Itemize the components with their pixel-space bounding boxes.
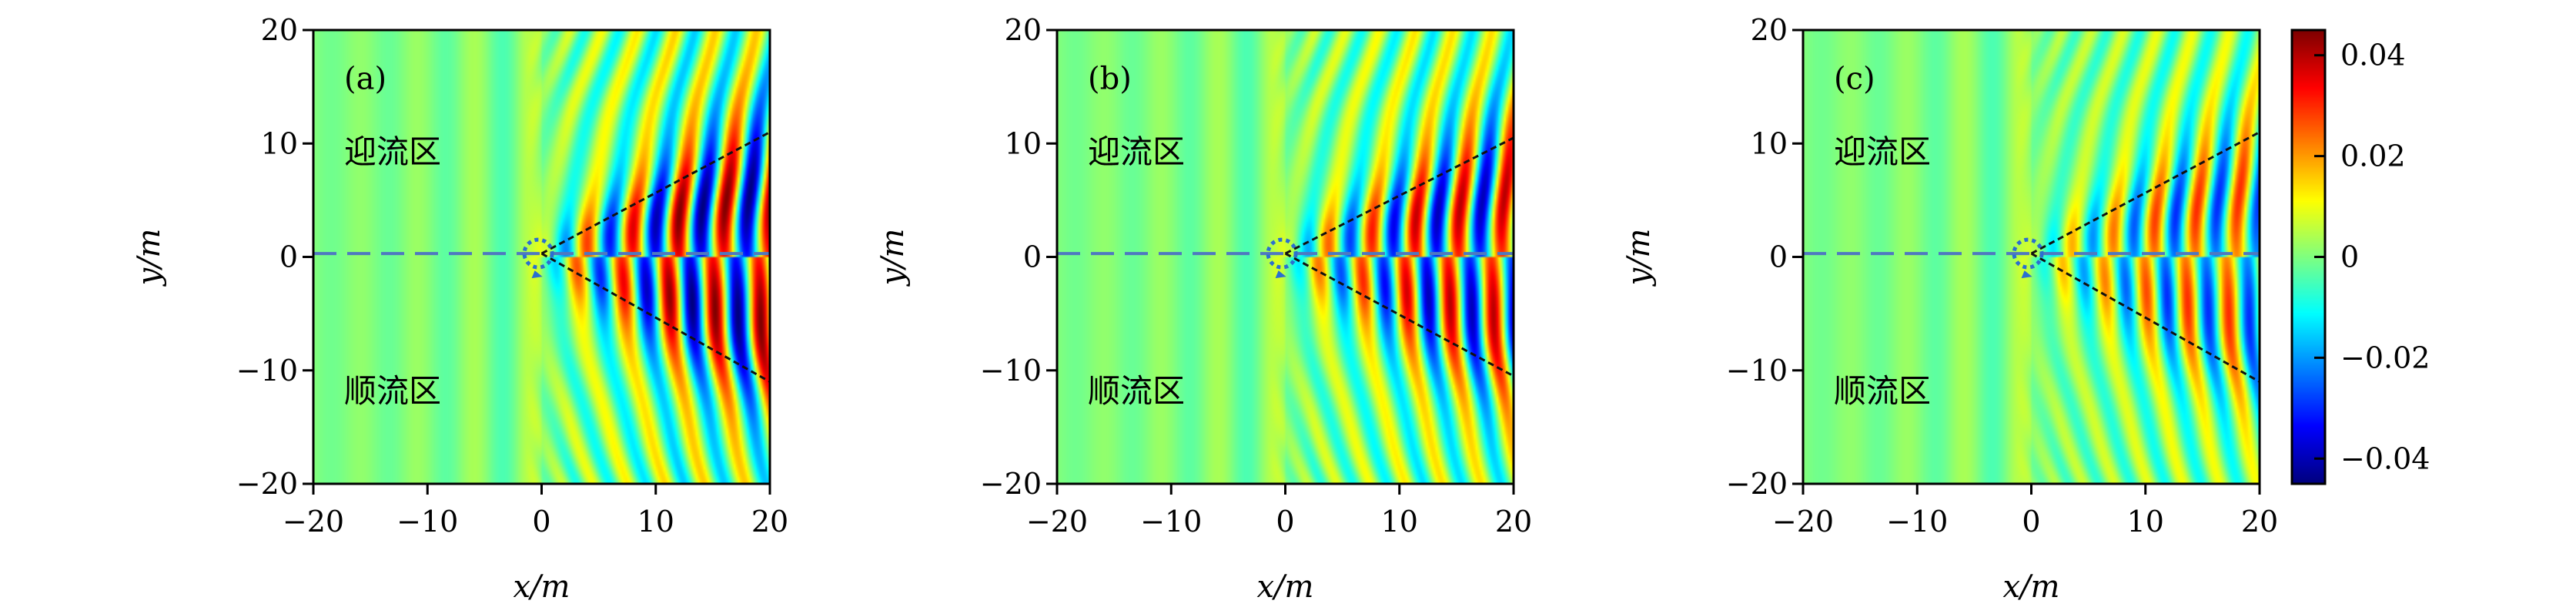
- upstream-region-label: 迎流区: [1088, 133, 1185, 170]
- source-circle-icon: [2012, 237, 2044, 270]
- kelvin-wedge-upper-line: [540, 131, 771, 255]
- panel-label: (a): [344, 62, 386, 97]
- y-tick-label: 10: [1751, 126, 1788, 160]
- source-circle-icon: [522, 237, 554, 270]
- y-tick-label: 0: [279, 240, 298, 274]
- downstream-region-label: 顺流区: [344, 372, 441, 410]
- y-tick-label: 20: [1005, 13, 1042, 47]
- x-axis-label: x/m: [1257, 569, 1314, 605]
- x-tick-label: −20: [283, 505, 344, 539]
- downstream-region-label: 顺流区: [1088, 372, 1185, 410]
- plot-frame: [1802, 29, 2261, 485]
- source-circle-icon: [1266, 237, 1298, 270]
- upstream-region-label: 迎流区: [1834, 133, 1931, 170]
- downstream-region-label: 顺流区: [1834, 372, 1931, 410]
- x-tick-label: 0: [1276, 505, 1294, 539]
- colorbar-tick-label: 0: [2340, 240, 2359, 274]
- x-tick-label: −10: [396, 505, 458, 539]
- x-tick-label: 0: [2022, 505, 2040, 539]
- y-tick-label: −10: [1726, 354, 1788, 388]
- wave-field-heatmap-0: [313, 30, 770, 484]
- y-tick-label: 10: [261, 126, 298, 160]
- kelvin-wedge-upper-line: [1284, 136, 1514, 255]
- y-axis-label: y/m: [1621, 228, 1657, 287]
- y-axis-label: y/m: [875, 228, 911, 287]
- y-tick-label: 20: [1751, 13, 1788, 47]
- y-tick-label: −10: [236, 354, 298, 388]
- colorbar-tick-label: 0.02: [2340, 139, 2406, 173]
- y-tick-label: −10: [980, 354, 1042, 388]
- x-tick-label: 0: [532, 505, 550, 539]
- y-tick-label: −20: [980, 467, 1042, 501]
- plot-frame: [312, 29, 771, 485]
- y-tick-label: 20: [261, 13, 298, 47]
- x-tick-label: 10: [1381, 505, 1418, 539]
- x-tick-label: 20: [2241, 505, 2278, 539]
- source-arrow-icon: [1275, 270, 1286, 279]
- x-axis-label: x/m: [2003, 569, 2060, 605]
- kelvin-wedge-upper-line: [2030, 131, 2260, 255]
- x-tick-label: 10: [2127, 505, 2164, 539]
- y-tick-label: 0: [1023, 240, 1042, 274]
- panel-label: (b): [1088, 62, 1132, 97]
- x-tick-label: −20: [1026, 505, 1088, 539]
- kelvin-wedge-lower-line: [2030, 252, 2260, 383]
- kelvin-wedge-lower-line: [540, 252, 771, 383]
- kelvin-wedge-lower-line: [1284, 252, 1514, 377]
- source-arrow-icon: [531, 270, 543, 279]
- y-tick-label: 0: [1769, 240, 1788, 274]
- x-axis-label: x/m: [514, 569, 570, 605]
- upstream-region-label: 迎流区: [344, 133, 441, 170]
- wave-field-heatmap-1: [1057, 30, 1514, 484]
- y-tick-label: −20: [1726, 467, 1788, 501]
- y-tick-label: 10: [1005, 126, 1042, 160]
- wave-field-heatmap-2: [1803, 30, 2260, 484]
- colorbar-tick-label: 0.04: [2340, 39, 2406, 72]
- x-tick-label: −10: [1140, 505, 1202, 539]
- source-arrow-icon: [2021, 270, 2032, 279]
- colorbar-tick-label: −0.02: [2340, 341, 2430, 374]
- y-axis-label: y/m: [132, 228, 167, 287]
- colorbar-tick-label: −0.04: [2340, 441, 2430, 475]
- panel-label: (c): [1834, 62, 1875, 97]
- x-tick-label: 10: [637, 505, 674, 539]
- x-tick-label: 20: [751, 505, 788, 539]
- x-tick-label: 20: [1495, 505, 1532, 539]
- x-tick-label: −10: [1886, 505, 1948, 539]
- y-tick-label: −20: [236, 467, 298, 501]
- x-tick-label: −20: [1772, 505, 1834, 539]
- plot-frame: [1055, 29, 1515, 485]
